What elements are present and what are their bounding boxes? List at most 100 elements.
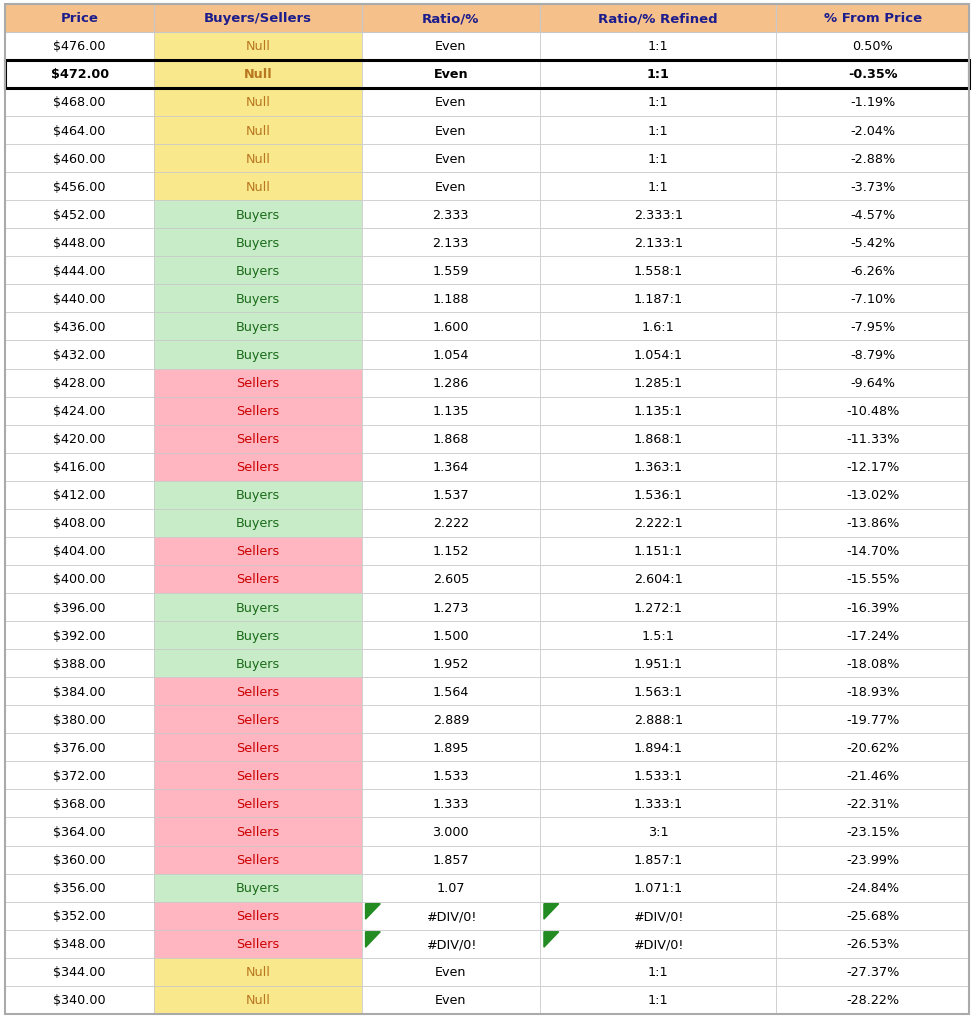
Bar [5, 510, 154, 537]
Bar [540, 369, 776, 397]
Bar [776, 817, 969, 846]
Text: Even: Even [435, 153, 467, 165]
Bar [361, 117, 540, 145]
Text: $460.00: $460.00 [54, 153, 106, 165]
Text: Buyers: Buyers [236, 489, 281, 501]
Text: Null: Null [245, 153, 271, 165]
Bar [776, 958, 969, 985]
Text: Buyers: Buyers [236, 321, 281, 333]
Text: -24.84%: -24.84% [846, 881, 899, 895]
Bar [154, 313, 361, 341]
Bar [540, 481, 776, 510]
Text: -14.70%: -14.70% [846, 545, 899, 557]
Polygon shape [365, 904, 380, 919]
Bar [5, 257, 154, 285]
Bar [154, 985, 361, 1014]
Text: Sellers: Sellers [237, 937, 280, 951]
Text: -17.24%: -17.24% [846, 629, 899, 642]
Bar [361, 369, 540, 397]
Text: Null: Null [245, 965, 271, 978]
Text: 1:1: 1:1 [648, 124, 668, 138]
Bar [5, 89, 154, 117]
Bar [154, 33, 361, 61]
Bar [5, 985, 154, 1014]
Bar [5, 678, 154, 705]
Text: Even: Even [435, 994, 467, 1007]
Bar [361, 622, 540, 649]
Bar [540, 817, 776, 846]
Bar [776, 649, 969, 678]
Bar [154, 453, 361, 481]
Bar [5, 453, 154, 481]
Text: 1.272:1: 1.272:1 [634, 601, 683, 613]
Bar [776, 705, 969, 734]
Bar [540, 229, 776, 257]
Bar [361, 873, 540, 902]
Bar [776, 985, 969, 1014]
Text: 1.333: 1.333 [432, 797, 469, 810]
Text: $392.00: $392.00 [54, 629, 106, 642]
Bar [361, 929, 540, 958]
Text: 1.564: 1.564 [432, 685, 469, 698]
Bar [154, 817, 361, 846]
Text: 1.152: 1.152 [432, 545, 469, 557]
Text: $396.00: $396.00 [54, 601, 106, 613]
Bar [540, 566, 776, 593]
Bar [776, 145, 969, 173]
Bar [540, 985, 776, 1014]
Text: -19.77%: -19.77% [846, 713, 899, 727]
Bar [776, 5, 969, 33]
Text: Ratio/% Refined: Ratio/% Refined [598, 12, 718, 25]
Bar [361, 341, 540, 369]
Bar [5, 117, 154, 145]
Bar [776, 61, 969, 89]
Text: 1:1: 1:1 [648, 153, 668, 165]
Bar [154, 61, 361, 89]
Bar [361, 201, 540, 229]
Text: -7.10%: -7.10% [850, 292, 895, 306]
Bar [361, 313, 540, 341]
Bar [361, 790, 540, 817]
Text: 1.895: 1.895 [432, 741, 469, 754]
Text: $364.00: $364.00 [54, 825, 106, 839]
Bar [776, 929, 969, 958]
Text: Buyers: Buyers [236, 881, 281, 895]
Text: 1.537: 1.537 [432, 489, 469, 501]
Text: -2.88%: -2.88% [850, 153, 895, 165]
Bar [540, 929, 776, 958]
Text: 1.5:1: 1.5:1 [642, 629, 675, 642]
Text: 3.000: 3.000 [432, 825, 469, 839]
Bar [776, 790, 969, 817]
Bar [776, 566, 969, 593]
Bar [540, 201, 776, 229]
Text: 2.888:1: 2.888:1 [634, 713, 683, 727]
Polygon shape [543, 904, 559, 919]
Bar [540, 89, 776, 117]
Text: Sellers: Sellers [237, 769, 280, 783]
Text: Sellers: Sellers [237, 825, 280, 839]
Text: 1.286: 1.286 [432, 377, 469, 389]
Bar [5, 425, 154, 453]
Text: $388.00: $388.00 [54, 657, 106, 671]
Bar [5, 61, 969, 89]
Bar [154, 257, 361, 285]
Text: 1.273: 1.273 [432, 601, 469, 613]
Text: $360.00: $360.00 [54, 853, 106, 866]
Bar [361, 481, 540, 510]
Bar [776, 678, 969, 705]
Text: 1.07: 1.07 [436, 881, 466, 895]
Text: #DIV/0!: #DIV/0! [633, 909, 684, 922]
Bar [540, 453, 776, 481]
Bar [361, 89, 540, 117]
Text: 2.889: 2.889 [432, 713, 469, 727]
Bar [154, 89, 361, 117]
Bar [154, 5, 361, 33]
Text: 1.071:1: 1.071:1 [634, 881, 683, 895]
Bar [361, 593, 540, 622]
Bar [540, 341, 776, 369]
Text: Null: Null [245, 41, 271, 53]
Text: -8.79%: -8.79% [850, 348, 895, 362]
Bar [154, 761, 361, 790]
Text: $356.00: $356.00 [54, 881, 106, 895]
Bar [5, 341, 154, 369]
